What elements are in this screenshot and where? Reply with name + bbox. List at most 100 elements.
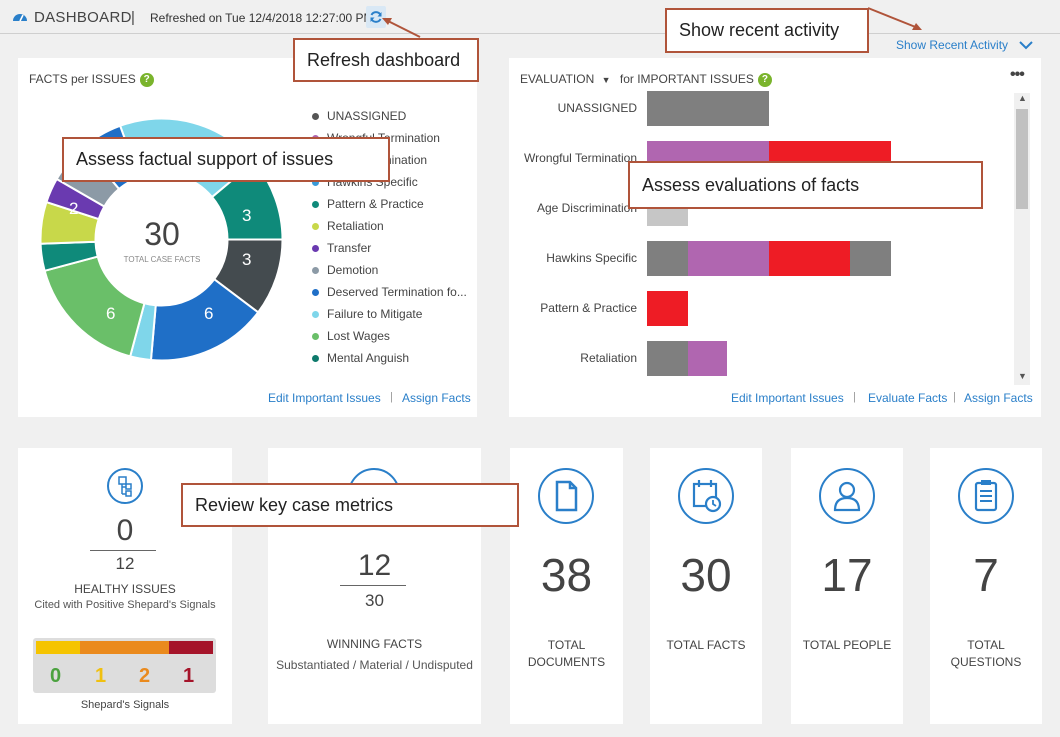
legend-dot bbox=[312, 222, 319, 230]
edit-important-issues-link[interactable]: Edit Important Issues bbox=[268, 391, 381, 405]
eval-bar-segment[interactable] bbox=[647, 91, 769, 126]
legend-item[interactable]: Mental Anguish bbox=[312, 347, 467, 369]
healthy-label: HEALTHY ISSUES bbox=[74, 582, 176, 596]
healthy-numerator: 0 bbox=[116, 514, 134, 547]
total-facts-card[interactable]: 30 TOTAL FACTS bbox=[650, 448, 762, 724]
legend-label: Demotion bbox=[327, 263, 379, 277]
fraction-line bbox=[90, 550, 156, 551]
legend-item[interactable]: Failure to Mitigate bbox=[312, 303, 467, 325]
total-documents-card[interactable]: 38 TOTAL DOCUMENTS bbox=[510, 448, 623, 724]
donut-label-pattern: 3 bbox=[242, 206, 252, 225]
assign-facts-link[interactable]: Assign Facts bbox=[402, 391, 471, 405]
healthy-sublabel: Cited with Positive Shepard's Signals bbox=[34, 599, 216, 611]
legend-item[interactable]: Lost Wages bbox=[312, 325, 467, 347]
assign-facts-link[interactable]: Assign Facts bbox=[964, 391, 1033, 405]
legend-dot bbox=[312, 244, 319, 252]
legend-label: Pattern & Practice bbox=[327, 197, 424, 211]
evaluation-bar-chart: UNASSIGNED Wrongful Termination Age Discri… bbox=[509, 58, 1041, 417]
evaluate-facts-link[interactable]: Evaluate Facts bbox=[868, 391, 948, 405]
legend-item[interactable]: Pattern & Practice bbox=[312, 193, 467, 215]
winning-numerator: 12 bbox=[357, 549, 392, 582]
donut-total-label: TOTAL CASE FACTS bbox=[123, 255, 201, 264]
eval-row-label: Retaliation bbox=[580, 351, 637, 365]
evaluation-card: EVALUATION ▼ for IMPORTANT ISSUES? ••• U… bbox=[509, 58, 1041, 417]
show-recent-activity-link[interactable]: Show Recent Activity bbox=[896, 38, 1009, 52]
donut-label-unassigned: 3 bbox=[242, 250, 252, 269]
scroll-thumb[interactable] bbox=[1016, 109, 1028, 209]
eval-bar-segment[interactable] bbox=[647, 341, 688, 376]
person-icon bbox=[819, 468, 875, 524]
donut-label-lostwages: 6 bbox=[106, 304, 116, 323]
legend-dot bbox=[312, 178, 319, 186]
eval-subtitle: for IMPORTANT ISSUES bbox=[619, 72, 754, 86]
help-icon[interactable]: ? bbox=[757, 72, 772, 87]
legend-dot bbox=[312, 288, 319, 296]
signal-count-yellow: 1 bbox=[95, 665, 107, 687]
facts-count: 30 bbox=[680, 549, 732, 601]
legend-label: Transfer bbox=[327, 241, 372, 255]
eval-card-title: EVALUATION ▼ for IMPORTANT ISSUES? bbox=[520, 72, 772, 87]
scrollbar[interactable]: ▲ ▼ bbox=[1014, 93, 1030, 385]
eval-row-label: Hawkins Specific bbox=[546, 251, 637, 265]
help-icon[interactable]: ? bbox=[139, 72, 154, 87]
eval-bar-segment[interactable] bbox=[769, 241, 850, 276]
eval-bar-segment[interactable] bbox=[688, 241, 769, 276]
donut-center bbox=[95, 173, 228, 306]
documents-count: 38 bbox=[540, 549, 593, 601]
signal-count-red: 1 bbox=[183, 665, 195, 687]
eval-row-label: Wrongful Termination bbox=[524, 151, 637, 165]
more-icon[interactable]: ••• bbox=[1010, 66, 1025, 83]
issues-tree-icon bbox=[107, 468, 143, 504]
documents-label-line2: DOCUMENTS bbox=[527, 655, 606, 669]
people-count: 17 bbox=[821, 549, 873, 601]
winning-sublabel: Substantiated / Material / Undisputed bbox=[276, 658, 473, 672]
total-people-card[interactable]: 17 TOTAL PEOPLE bbox=[791, 448, 903, 724]
facts-per-issues-card: FACTS per ISSUES? 30 TOTAL CASE FACTS 2 … bbox=[18, 58, 477, 417]
evaluation-dropdown[interactable]: EVALUATION bbox=[520, 72, 595, 86]
legend-item[interactable]: Retaliation bbox=[312, 215, 467, 237]
refreshed-timestamp: Refreshed on Tue 12/4/2018 12:27:00 PM bbox=[150, 11, 374, 25]
legend-dot bbox=[312, 112, 319, 120]
page-title: DASHBOARD bbox=[34, 9, 132, 26]
total-questions-card[interactable]: 7 TOTAL QUESTIONS bbox=[930, 448, 1042, 724]
legend-dot bbox=[312, 200, 319, 208]
callout-show-recent-activity: Show recent activity bbox=[665, 8, 869, 53]
legend-label: Failure to Mitigate bbox=[327, 307, 423, 321]
winning-denominator: 30 bbox=[365, 591, 384, 610]
legend-item[interactable]: Transfer bbox=[312, 237, 467, 259]
legend-label: Retaliation bbox=[327, 219, 384, 233]
signal-bar bbox=[36, 641, 213, 654]
eval-bar-segment[interactable] bbox=[647, 291, 688, 326]
tree-icon bbox=[118, 476, 132, 497]
donut-label-deserved: 6 bbox=[204, 304, 214, 323]
legend-label: Mental Anguish bbox=[327, 351, 410, 365]
legend-item[interactable]: Deserved Termination fo... bbox=[312, 281, 467, 303]
callout-review-metrics: Review key case metrics bbox=[181, 483, 519, 527]
chevron-down-icon[interactable]: ▼ bbox=[601, 75, 611, 85]
legend-dot bbox=[312, 332, 319, 340]
signal-count-orange: 2 bbox=[139, 665, 151, 687]
eval-row-label: Age Discrimination bbox=[536, 201, 637, 215]
legend-item[interactable]: UNASSIGNED bbox=[312, 105, 467, 127]
scroll-down-arrow[interactable]: ▼ bbox=[1018, 371, 1027, 381]
legend-item[interactable]: Demotion bbox=[312, 259, 467, 281]
eval-bar-segment[interactable] bbox=[647, 241, 688, 276]
signal-count-green: 0 bbox=[50, 665, 62, 687]
shepards-signals-widget[interactable]: 0 1 2 1 bbox=[33, 638, 216, 693]
signal-segment-red bbox=[169, 641, 213, 654]
documents-label-line1: TOTAL bbox=[547, 638, 586, 652]
healthy-denominator: 12 bbox=[115, 554, 135, 573]
edit-important-issues-link[interactable]: Edit Important Issues bbox=[731, 391, 844, 405]
legend-dot bbox=[312, 266, 319, 274]
eval-bar-segment[interactable] bbox=[850, 241, 891, 276]
eval-bar-segment[interactable] bbox=[688, 341, 727, 376]
link-separator: | bbox=[390, 391, 393, 403]
legend-label: UNASSIGNED bbox=[327, 109, 407, 123]
refresh-button[interactable] bbox=[366, 6, 386, 28]
calendar-clock-icon bbox=[678, 468, 734, 524]
donut-total: 30 bbox=[144, 216, 180, 252]
scroll-up-arrow[interactable]: ▲ bbox=[1018, 93, 1027, 103]
questions-label-line2: QUESTIONS bbox=[950, 655, 1022, 669]
chevron-down-icon[interactable] bbox=[1018, 38, 1034, 52]
